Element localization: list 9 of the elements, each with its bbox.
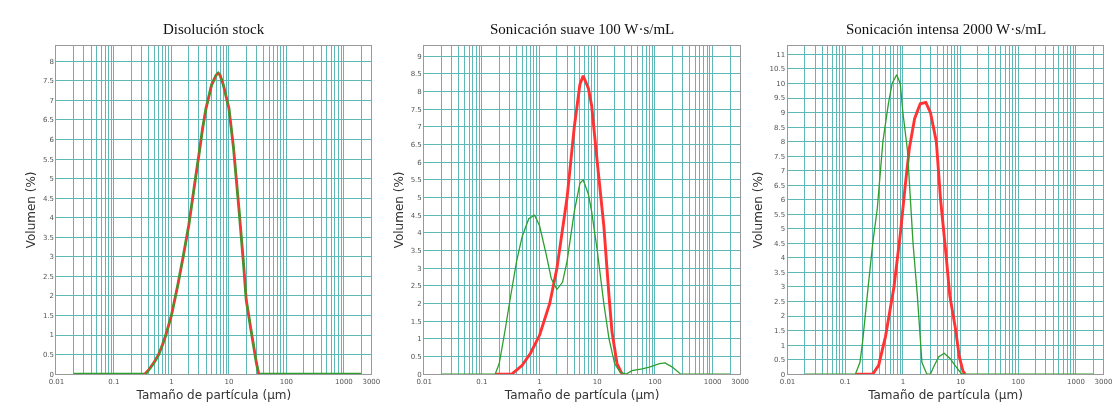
y-axis-title: Volumen (%) bbox=[24, 171, 39, 249]
x-axis-title: Tamaño de partícula (µm) bbox=[867, 388, 1023, 403]
chart-title: Sonicación intensa 2000 W·s/mL bbox=[846, 21, 1047, 37]
chart-title: Sonicación suave 100 W·s/mL bbox=[490, 21, 675, 37]
x-axis-title: Tamaño de partícula (µm) bbox=[135, 388, 292, 403]
x-axis-title: Tamaño de partícula (µm) bbox=[503, 388, 660, 403]
y-axis-title: Volumen (%) bbox=[391, 171, 406, 249]
chart-title: Disolución stock bbox=[163, 21, 265, 37]
y-axis-title: Volumen (%) bbox=[750, 171, 765, 249]
